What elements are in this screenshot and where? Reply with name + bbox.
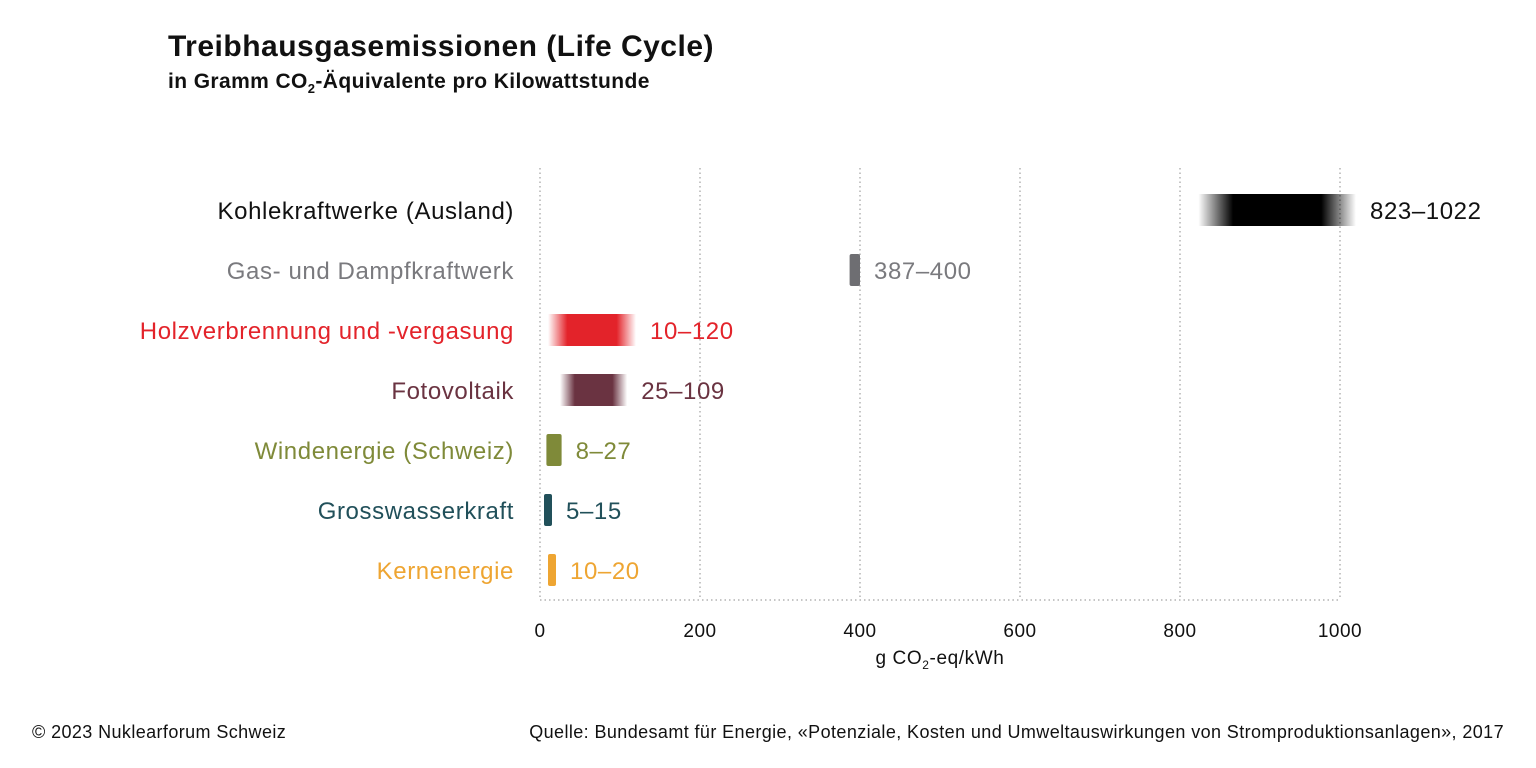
x-tick-label-200: 200: [683, 621, 716, 642]
x-axis-label-subscript: 2: [922, 657, 930, 672]
grid-layer: [539, 168, 1341, 601]
label-layer: Kohlekraftwerke (Ausland) 823–1022 Gas- un…: [140, 198, 1482, 585]
category-label-5: Grosswasserkraft: [318, 498, 514, 525]
category-label-6: Kernenergie: [377, 558, 514, 585]
x-axis-label: g CO2-eq/kWh: [0, 648, 1536, 672]
bar-1: [849, 254, 860, 286]
value-label-6: 10–20: [570, 558, 640, 585]
subtitle-post: -Äquivalente pro Kilowattstunde: [315, 70, 650, 93]
x-tick-label-400: 400: [843, 621, 876, 642]
value-label-1: 387–400: [874, 258, 972, 285]
x-tick-label-600: 600: [1003, 621, 1036, 642]
x-axis-label-post: -eq/kWh: [929, 648, 1005, 669]
bar-6: [548, 554, 556, 586]
x-tick-label-1000: 1000: [1318, 621, 1362, 642]
bar-layer: [544, 194, 1356, 586]
value-label-4: 8–27: [576, 438, 632, 465]
x-axis-label-pre: g CO: [875, 648, 923, 669]
value-label-3: 25–109: [641, 378, 725, 405]
source-note: Quelle: Bundesamt für Energie, «Potenzia…: [529, 722, 1504, 742]
category-label-1: Gas- und Dampfkraftwerk: [227, 258, 515, 285]
bar-2: [548, 314, 636, 346]
copyright-note: © 2023 Nuklearforum Schweiz: [32, 722, 287, 742]
subtitle-subscript: 2: [307, 81, 316, 97]
category-label-4: Windenergie (Schweiz): [255, 438, 514, 465]
chart-subtitle: in Gramm CO2-Äquivalente pro Kilowattstu…: [168, 70, 650, 96]
category-label-2: Holzverbrennung und -vergasung: [140, 318, 514, 345]
x-tick-label-0: 0: [534, 621, 545, 642]
bar-4: [546, 434, 562, 466]
value-label-2: 10–120: [650, 318, 734, 345]
bar-5: [544, 494, 552, 526]
category-label-3: Fotovoltaik: [391, 378, 514, 405]
x-tick-label-800: 800: [1163, 621, 1196, 642]
value-label-0: 823–1022: [1370, 198, 1482, 225]
chart-title: Treibhausgasemissionen (Life Cycle): [168, 30, 715, 63]
value-label-5: 5–15: [566, 498, 622, 525]
tick-layer: 0 200 400 600 800 1000: [534, 621, 1362, 642]
category-label-0: Kohlekraftwerke (Ausland): [218, 198, 514, 225]
bar-0: [1198, 194, 1356, 226]
bar-3: [560, 374, 628, 406]
subtitle-pre: in Gramm CO: [168, 70, 308, 93]
